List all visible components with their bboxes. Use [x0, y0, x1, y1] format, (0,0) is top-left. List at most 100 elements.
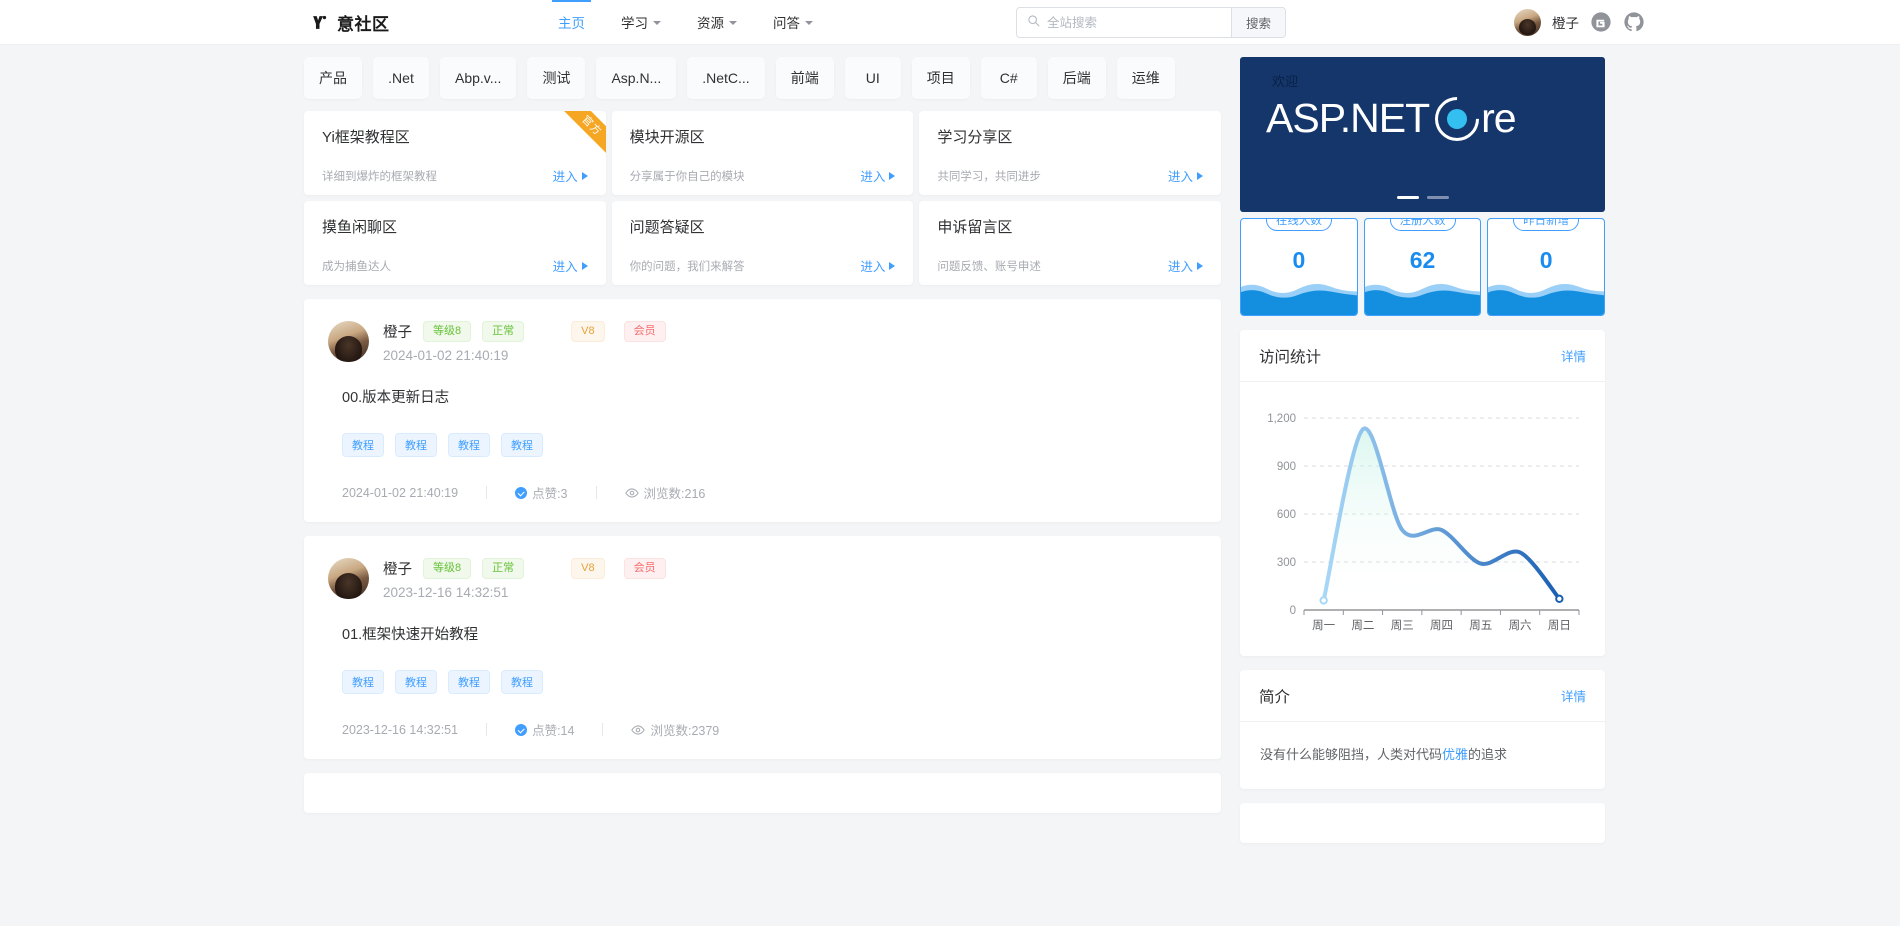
- section-card-desc: 详细到爆炸的框架教程: [322, 170, 437, 183]
- search-button[interactable]: 搜索: [1231, 8, 1285, 37]
- search-input[interactable]: [1047, 15, 1231, 30]
- post-item[interactable]: 橙子 等级8 正常 V8 会员 2023-12-16 14:32:51 01.框…: [304, 536, 1221, 759]
- section-card-module-open-source[interactable]: 模块开源区 分享属于你自己的模块 进入: [611, 111, 914, 195]
- like-check-icon: [515, 723, 528, 736]
- tag-chip-10[interactable]: 后端: [1047, 57, 1106, 99]
- post-title[interactable]: 00.版本更新日志: [342, 390, 450, 406]
- post-tag[interactable]: 教程: [448, 670, 490, 694]
- chart-y-tick: 900: [1277, 461, 1296, 473]
- post-tag[interactable]: 教程: [342, 433, 384, 457]
- post-tag[interactable]: 教程: [448, 433, 490, 457]
- stat-value: 0: [1292, 247, 1306, 273]
- post-views: 浏览数:2379: [631, 720, 719, 739]
- panel-detail-link[interactable]: 详情: [1560, 350, 1586, 364]
- visit-line-chart[interactable]: 0 300 600 900 1,200 周一 周二 周三 周四 周五 周六 周日: [1252, 396, 1593, 646]
- tag-chip-6[interactable]: 前端: [775, 57, 834, 99]
- user-area: 橙子: [1514, 8, 1645, 36]
- nav-item-study[interactable]: 学习: [603, 0, 679, 45]
- wave-decoration-icon: [1488, 290, 1605, 315]
- intro-panel: 简介 详情 没有什么能够阻挡，人类对代码优雅的追求: [1240, 670, 1605, 789]
- chart-data-point[interactable]: [1319, 596, 1328, 605]
- tag-chip-2[interactable]: Abp.v...: [440, 57, 517, 99]
- post-tag-list: 教程 教程 教程 教程: [342, 433, 1197, 457]
- wave-decoration-icon: [1364, 290, 1481, 315]
- post-tag[interactable]: 教程: [501, 433, 543, 457]
- sidebar-column: 欢迎 ASP.NET re 在线人数 0 注册人数 6: [1240, 45, 1606, 843]
- section-card-desc: 成为捕鱼达人: [322, 260, 391, 273]
- enter-label: 进入: [860, 170, 886, 184]
- section-card-chat[interactable]: 摸鱼闲聊区 成为捕鱼达人 进入: [304, 201, 606, 285]
- brand[interactable]: 意社区: [311, 10, 390, 35]
- section-card-title: Yi框架教程区: [322, 129, 410, 146]
- tag-chip-0[interactable]: 产品: [304, 57, 362, 99]
- visit-stats-panel: 访问统计 详情 0 300 600 900 1,200 周一 周二 周三 周四 周五 周六 周日: [1240, 330, 1605, 656]
- core-circle-icon: [1426, 87, 1489, 150]
- section-card-yi-tutorial[interactable]: 官方 Yi框架教程区 详细到爆炸的框架教程 进入: [304, 111, 606, 195]
- stat-card-row: 在线人数 0 注册人数 62 昨日新增 0: [1240, 218, 1606, 316]
- chart-data-point[interactable]: [1555, 594, 1564, 604]
- status-badge: 正常: [482, 321, 525, 342]
- section-card-enter-link[interactable]: 进入: [860, 256, 896, 275]
- section-card-enter-link[interactable]: 进入: [1168, 166, 1203, 185]
- tag-chip-7[interactable]: UI: [844, 57, 901, 99]
- nav-item-resource[interactable]: 资源: [679, 0, 755, 45]
- section-card-enter-link[interactable]: 进入: [1168, 256, 1203, 275]
- chart-x-tick: 周日: [1548, 619, 1571, 632]
- avatar[interactable]: [328, 321, 369, 362]
- section-card-row: 分享属于你自己的模块 进入: [630, 166, 896, 185]
- github-icon[interactable]: [1623, 11, 1645, 33]
- tag-chip-4[interactable]: Asp.N...: [596, 57, 677, 99]
- intro-text-after: 的追求: [1468, 747, 1508, 762]
- panel-detail-link[interactable]: 详情: [1560, 690, 1586, 704]
- nav-item-qa-label: 问答: [773, 16, 800, 31]
- post-tag[interactable]: 教程: [342, 670, 384, 694]
- search-input-wrap: [1017, 8, 1231, 37]
- section-card-grid: 官方 Yi框架教程区 详细到爆炸的框架教程 进入 模块开源区 分享属于你自己的模…: [304, 111, 1221, 285]
- post-tag[interactable]: 教程: [501, 670, 543, 694]
- post-item[interactable]: 橙子 等级8 正常 V8 会员 2024-01-02 21:40:19 00.版…: [304, 299, 1221, 522]
- divider: [595, 486, 597, 499]
- like-check-icon: [515, 486, 528, 499]
- post-author-name[interactable]: 橙子: [383, 562, 412, 578]
- gitee-icon[interactable]: [1590, 11, 1612, 33]
- post-title[interactable]: 01.框架快速开始教程: [342, 627, 479, 643]
- section-card-study-share[interactable]: 学习分享区 共同学习，共同进步 进入: [919, 111, 1221, 195]
- tag-chip-11[interactable]: 运维: [1116, 57, 1175, 99]
- intro-text-before: 没有什么能够阻挡，人类对代码: [1260, 747, 1443, 762]
- section-card-row: 成为捕鱼达人 进入: [322, 256, 588, 275]
- member-badge: 会员: [623, 321, 666, 342]
- nav-item-qa[interactable]: 问答: [755, 0, 831, 45]
- stat-card-yesterday-new: 昨日新增 0: [1487, 218, 1606, 316]
- post-likes[interactable]: 点赞:3: [515, 483, 568, 502]
- tag-chip-8[interactable]: 项目: [911, 57, 970, 99]
- post-author-name[interactable]: 橙子: [383, 325, 412, 341]
- post-item-partial[interactable]: [304, 773, 1221, 813]
- post-tag[interactable]: 教程: [395, 433, 437, 457]
- aspnet-core-banner[interactable]: 欢迎 ASP.NET re: [1240, 57, 1605, 212]
- tag-chip-1[interactable]: .Net: [373, 57, 429, 99]
- section-card-enter-link[interactable]: 进入: [553, 256, 588, 275]
- banner-dot-2[interactable]: [1426, 196, 1449, 199]
- post-likes[interactable]: 点赞:14: [515, 720, 574, 739]
- section-card-qa[interactable]: 问题答疑区 你的问题，我们来解答 进入: [611, 201, 914, 285]
- member-badge: 会员: [623, 558, 666, 579]
- banner-dot-1[interactable]: [1396, 196, 1419, 199]
- section-card-appeal[interactable]: 申诉留言区 问题反馈、账号申述 进入: [919, 201, 1221, 285]
- avatar[interactable]: [1514, 8, 1541, 36]
- nav-item-home[interactable]: 主页: [540, 0, 603, 45]
- play-triangle-icon: [1196, 171, 1203, 180]
- section-card-title: 摸鱼闲聊区: [322, 219, 398, 236]
- post-tag[interactable]: 教程: [395, 670, 437, 694]
- tag-chip-3[interactable]: 测试: [527, 57, 586, 99]
- section-card-enter-link[interactable]: 进入: [860, 166, 896, 185]
- post-footer-time: 2023-12-16 14:32:51: [342, 722, 459, 737]
- post-meta-top: 橙子 等级8 正常 V8 会员: [383, 558, 1197, 579]
- user-name[interactable]: 橙子: [1552, 16, 1579, 31]
- post-header: 橙子 等级8 正常 V8 会员 2024-01-02 21:40:19: [328, 321, 1197, 363]
- avatar[interactable]: [328, 558, 369, 599]
- panel-title: 访问统计: [1259, 348, 1322, 366]
- play-triangle-icon: [889, 171, 896, 180]
- tag-chip-5[interactable]: .NetC...: [687, 57, 765, 99]
- tag-chip-9[interactable]: C#: [980, 57, 1037, 99]
- section-card-enter-link[interactable]: 进入: [553, 166, 588, 185]
